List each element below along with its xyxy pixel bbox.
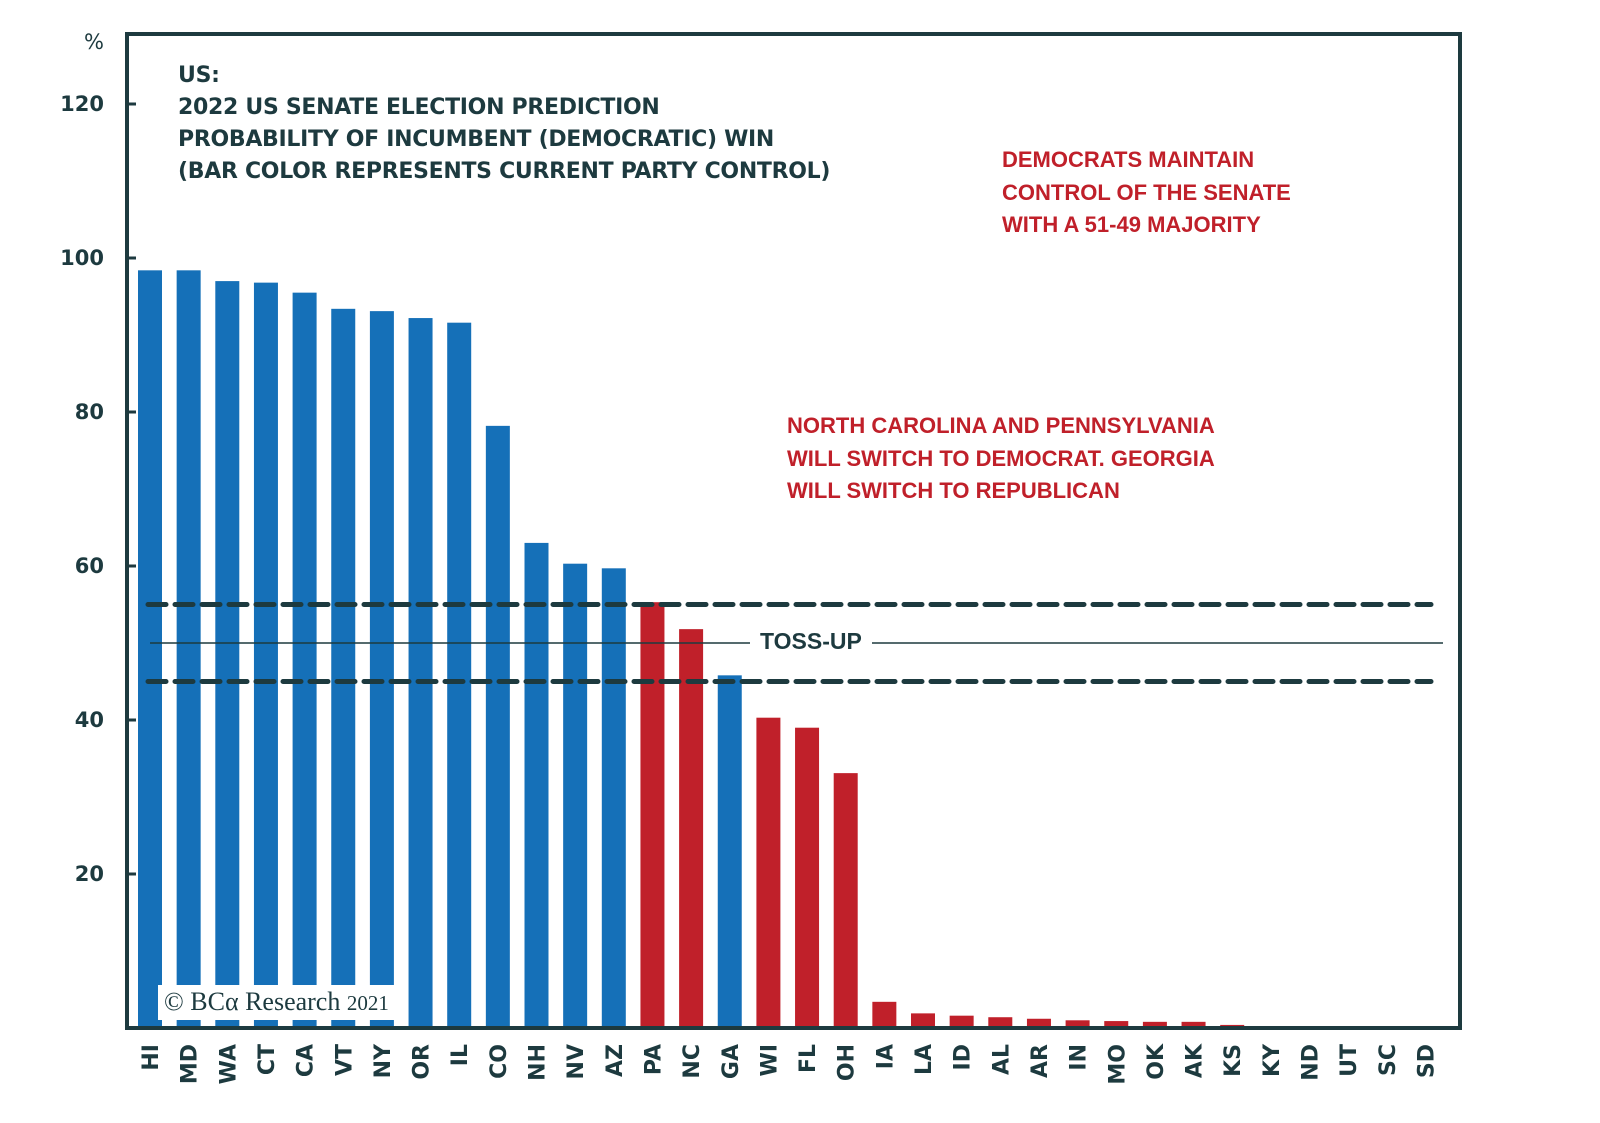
bar-ok [1142, 1021, 1167, 1028]
bar-fl [795, 727, 820, 1028]
title-prefix: US: [178, 63, 220, 88]
x-tick-label-nc: NC [680, 1044, 705, 1079]
bar-or [408, 318, 433, 1028]
x-tick-label-wa: WA [216, 1044, 241, 1084]
y-axis-ticks: 20 40 60 80 100 120 [60, 92, 136, 886]
annotation-line: WITH A 51-49 MAJORITY [1002, 212, 1261, 237]
bar-co [485, 425, 510, 1028]
title-line-1: 2022 US SENATE ELECTION PREDICTION [178, 95, 660, 120]
bar-ga [717, 675, 742, 1028]
x-tick-label-sd: SD [1414, 1044, 1439, 1078]
bar-al [988, 1017, 1013, 1028]
x-tick-label-ks: KS [1221, 1044, 1246, 1077]
x-tick-label-in: IN [1067, 1044, 1092, 1071]
y-tick-label: 20 [75, 862, 104, 886]
x-tick-label-nh: NH [526, 1044, 551, 1081]
bar-wi [756, 717, 781, 1028]
x-tick-label-hi: HI [139, 1044, 164, 1071]
bar-ny [369, 311, 394, 1028]
annotation-line: CONTROL OF THE SENATE [1002, 179, 1291, 205]
plot-frame [125, 32, 1462, 1030]
copyright-brand: BCα Research [190, 987, 341, 1016]
y-tick-label: 120 [60, 92, 104, 116]
x-tick-label-az: AZ [603, 1044, 628, 1077]
x-tick-label-ak: AK [1183, 1043, 1208, 1078]
copyright-symbol: © [164, 987, 184, 1016]
x-tick-label-nv: NV [564, 1044, 589, 1079]
x-tick-label-id: ID [951, 1044, 976, 1070]
x-tick-label-vt: VT [332, 1044, 357, 1076]
x-tick-label-wi: WI [757, 1044, 782, 1076]
x-tick-label-ga: GA [719, 1044, 744, 1079]
bar-pa [640, 602, 665, 1028]
chart-title: US: 2022 US SENATE ELECTION PREDICTION P… [178, 60, 830, 188]
x-tick-label-ny: NY [371, 1043, 396, 1078]
bar-in [1065, 1020, 1090, 1028]
x-tick-label-pa: PA [641, 1044, 666, 1075]
bar-ia [872, 1001, 897, 1028]
x-tick-label-nd: ND [1299, 1044, 1324, 1081]
x-tick-label-md: MD [178, 1044, 203, 1084]
title-line-3: (BAR COLOR REPRESENTS CURRENT PARTY CONT… [178, 159, 831, 184]
y-tick-label: 40 [75, 708, 104, 732]
x-tick-label-ia: IA [873, 1044, 898, 1069]
y-axis-unit-label: % [84, 30, 104, 54]
bar-il [447, 322, 472, 1028]
x-tick-label-fl: FL [796, 1044, 821, 1073]
bar-md [176, 270, 201, 1028]
annotation-line: WILL SWITCH TO REPUBLICAN [787, 478, 1120, 503]
y-tick-label: 100 [60, 246, 104, 270]
bar-id [949, 1015, 974, 1028]
x-tick-label-ut: UT [1337, 1044, 1362, 1077]
bar-nh [524, 542, 549, 1028]
x-tick-label-ar: AR [1028, 1044, 1053, 1078]
bar-wa [215, 281, 240, 1029]
bar-ar [1026, 1018, 1051, 1028]
copyright-notice: © BCα Research 2021 [158, 985, 397, 1020]
bar-az [601, 568, 626, 1028]
x-axis-labels: HI MD WA CT CA VT NY OR IL CO NH NV AZ PA NC GA WI FL OH IA… [139, 1043, 1439, 1085]
x-tick-label-oh: OH [835, 1044, 860, 1081]
x-tick-label-or: OR [410, 1044, 435, 1080]
x-tick-label-co: CO [487, 1044, 512, 1079]
toss-up-label: TOSS-UP [750, 628, 872, 655]
annotation-state-switch: NORTH CAROLINA AND PENNSYLVANIA WILL SWI… [787, 410, 1215, 508]
bar-nc [679, 629, 704, 1028]
bar-vt [331, 308, 356, 1028]
x-tick-label-ct: CT [255, 1044, 280, 1075]
y-tick-label: 60 [75, 554, 104, 578]
bar-la [911, 1013, 935, 1028]
bar-ct [253, 282, 278, 1028]
title-line-2: PROBABILITY OF INCUMBENT (DEMOCRATIC) WI… [178, 127, 775, 152]
bar-ak [1181, 1021, 1206, 1028]
annotation-line: DEMOCRATS MAINTAIN [1002, 147, 1255, 172]
bars-group [138, 270, 1283, 1029]
x-tick-label-il: IL [448, 1044, 473, 1066]
bar-mo [1104, 1021, 1129, 1028]
annotation-line: NORTH CAROLINA AND PENNSYLVANIA [787, 413, 1215, 438]
bar-ca [292, 292, 317, 1028]
x-tick-label-al: AL [989, 1044, 1014, 1075]
annotation-senate-control: DEMOCRATS MAINTAIN CONTROL OF THE SENATE… [1002, 144, 1291, 242]
x-tick-label-ok: OK [1144, 1043, 1169, 1080]
x-tick-label-ky: KY [1260, 1043, 1285, 1077]
copyright-year: 2021 [346, 991, 389, 1015]
x-tick-label-la: LA [912, 1044, 937, 1075]
bar-oh [833, 773, 858, 1028]
bar-nv [563, 563, 588, 1028]
x-tick-label-mo: MO [1105, 1044, 1130, 1085]
bar-hi [138, 270, 162, 1028]
x-tick-label-sc: SC [1376, 1044, 1401, 1076]
y-tick-label: 80 [75, 400, 104, 424]
x-tick-label-ca: CA [294, 1044, 319, 1077]
annotation-line: WILL SWITCH TO DEMOCRAT. GEORGIA [787, 445, 1215, 471]
